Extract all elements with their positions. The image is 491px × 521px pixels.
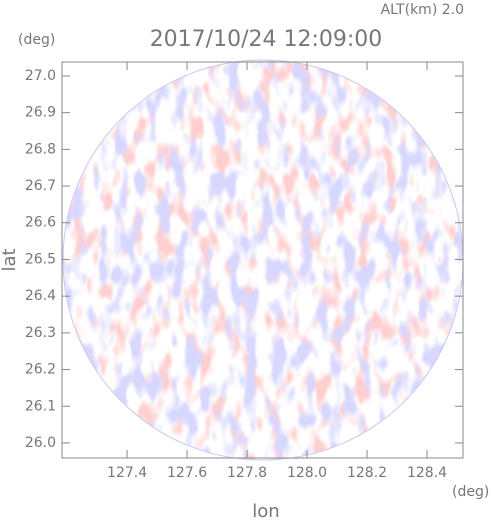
y-tick-label: 26.3 bbox=[25, 325, 56, 341]
x-tick-label: 128.2 bbox=[347, 465, 387, 481]
y-tick-label: 26.5 bbox=[25, 251, 56, 267]
x-tick-label: 128.4 bbox=[407, 465, 447, 481]
y-tick-label: 26.7 bbox=[25, 178, 56, 194]
y-tick-label: 27.0 bbox=[25, 68, 56, 84]
y-tick-label: 26.9 bbox=[25, 105, 56, 121]
x-tick-label: 127.6 bbox=[167, 465, 207, 481]
plot-frame bbox=[61, 61, 464, 459]
chart-title: 2017/10/24 12:09:00 bbox=[150, 27, 383, 52]
x-unit: (deg) bbox=[452, 484, 489, 500]
y-tick-label: 26.8 bbox=[25, 141, 56, 157]
x-tick-label: 128.0 bbox=[287, 465, 327, 481]
x-tick-label: 127.4 bbox=[107, 465, 147, 481]
y-tick-label: 26.4 bbox=[25, 288, 56, 304]
y-tick-label: 26.1 bbox=[25, 398, 56, 414]
y-tick-label: 26.6 bbox=[25, 215, 56, 231]
x-tick-label: 127.8 bbox=[227, 465, 267, 481]
y-tick-label: 26.0 bbox=[25, 435, 56, 451]
y-tick-label: 26.2 bbox=[25, 362, 56, 378]
x-axis-label: lon bbox=[252, 501, 279, 521]
altitude: ALT(km) 2.0 bbox=[381, 2, 464, 18]
y-axis-label: lat bbox=[0, 248, 20, 271]
radar-echo bbox=[63, 60, 463, 460]
y-unit: (deg) bbox=[18, 32, 55, 48]
echo-field bbox=[63, 60, 463, 460]
